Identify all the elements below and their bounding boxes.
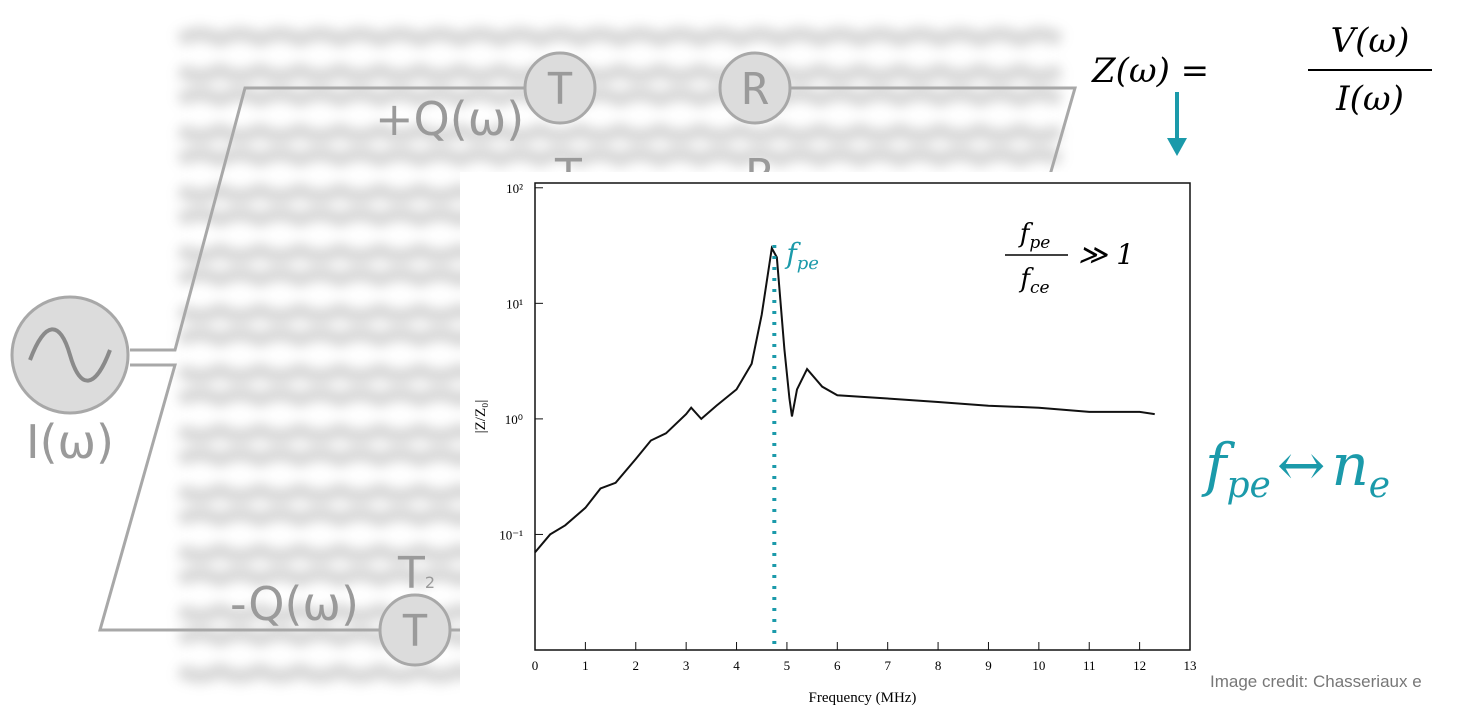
formula-denominator: I(ω) [1335,79,1404,119]
y-tick-label: 10¹ [506,296,523,311]
node-label: T2 [397,548,435,599]
x-tick-label: 8 [935,658,942,673]
subscript: pe [797,253,819,274]
wave [176,27,1064,49]
credit: Image credit: Chasseriaux e [1210,672,1422,691]
node-symbol: T [547,64,574,115]
x-tick-label: 2 [633,658,640,673]
charge-label: +Q(ω) [375,92,524,146]
x-tick-label: 5 [784,658,791,673]
y-tick-label: 10² [506,181,523,196]
x-tick-label: 6 [834,658,841,673]
plot-frame [534,182,1191,651]
node-symbol: T [402,606,429,657]
sine-icon [28,327,112,383]
subscript: e [1369,465,1390,506]
x-tick-label: 12 [1133,658,1146,673]
y-axis-label: |Z/Z₀| [473,400,489,434]
x-tick-label: 10 [1032,658,1045,673]
subscript: 2 [425,573,435,592]
charge-label: -Q(ω) [230,577,359,631]
chart: 0 1 2 3 4 5 6 7 8 9 10 11 12 1310²10¹10⁰10⁻¹Frequency… [473,181,1197,706]
wave [176,147,1064,169]
relation: fpe ↔ ne [1201,431,1390,506]
circuit-wires [98,86,1077,632]
arrow-head [1167,138,1187,156]
x-tick-label: 1 [582,658,589,673]
y-tick-label: 10⁰ [505,412,523,427]
wave [176,61,1064,83]
formula-numerator: V(ω) [1331,21,1410,61]
x-tick-label: 3 [683,658,690,673]
wave [176,121,1064,143]
x-tick-label: 11 [1083,658,1096,673]
chart-background [460,172,1200,713]
ratio-relation: ≫ 1 [1078,238,1134,271]
y-tick-label: 10⁻¹ [499,527,523,542]
x-tick-label: 4 [733,658,740,673]
data-line [534,245,1155,553]
x-tick-label: 0 [532,658,539,673]
formula-lhs: Z(ω) = [1091,51,1209,91]
letter: T [397,548,425,599]
ratio-numerator: fpe [1018,219,1051,253]
wave [176,87,1064,109]
x-axis-label: Frequency (MHz) [809,690,917,706]
node-symbol: R [742,64,769,115]
subscript: pe [1029,233,1050,253]
x-tick-label: 7 [884,658,891,673]
symbol: n [1331,431,1368,499]
x-tick-label: 13 [1184,658,1197,673]
subscript: ce [1030,278,1050,298]
subscript: pe [1226,465,1270,506]
symbol: ↔ [1277,431,1326,499]
x-tick-label: 9 [985,658,992,673]
current-label: I(ω) [26,415,114,469]
